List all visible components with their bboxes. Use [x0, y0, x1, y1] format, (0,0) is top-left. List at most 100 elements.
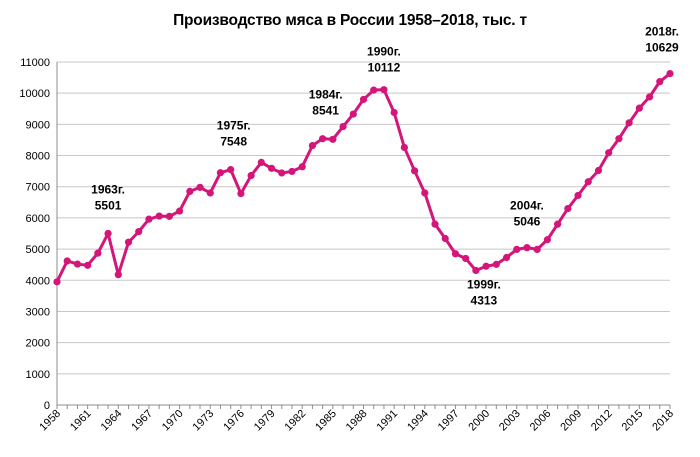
data-point [339, 122, 347, 131]
data-point [135, 228, 143, 236]
annotation-value: 10629 [645, 41, 679, 55]
annotation-year: 1975г. [217, 119, 251, 133]
data-point [431, 220, 439, 228]
y-tick-label: 8000 [26, 151, 50, 163]
data-point [502, 253, 511, 262]
x-tick-label: 1994 [405, 408, 431, 434]
chart-title: Производство мяса в России 1958–2018, ты… [173, 12, 527, 29]
data-point [145, 215, 153, 223]
data-point [584, 178, 592, 186]
data-point [359, 95, 368, 104]
x-tick-label: 1970 [160, 408, 186, 434]
data-point [176, 207, 184, 215]
x-tick-label: 1988 [344, 408, 370, 434]
data-point [574, 191, 582, 200]
annotation-year: 2004г. [510, 199, 544, 213]
y-tick-label: 9000 [26, 119, 50, 131]
data-point [513, 245, 521, 254]
annotation-year: 1963г. [91, 182, 125, 196]
data-point [165, 212, 173, 220]
x-tick-label: 1991 [374, 408, 400, 434]
data-point [462, 254, 470, 263]
data-point [523, 244, 531, 252]
data-point [441, 234, 449, 243]
data-point [421, 189, 429, 197]
data-point [605, 149, 613, 157]
annotation-year: 1984г. [309, 88, 343, 102]
data-point [451, 250, 460, 258]
data-point [94, 249, 102, 257]
data-point [278, 169, 286, 177]
data-point [625, 119, 633, 127]
data-point [482, 262, 490, 270]
annotation-year: 2018г. [645, 25, 679, 39]
data-point [155, 212, 163, 220]
data-point [533, 245, 541, 254]
data-point [63, 257, 71, 265]
data-point [227, 166, 235, 174]
y-tick-label: 5000 [26, 244, 50, 256]
data-point [308, 141, 317, 150]
annotations: 1963г. 5501 1975г. 7548 1984г. 8541 1990г. 1011… [91, 25, 679, 308]
x-tick-label: 1973 [191, 408, 217, 434]
data-point [104, 229, 112, 238]
data-point [53, 278, 61, 286]
annotation-value: 8541 [312, 104, 339, 118]
y-tick-label: 7000 [26, 182, 50, 194]
x-tick-label: 2000 [466, 408, 492, 434]
x-tick-label: 2003 [497, 408, 523, 434]
data-point [400, 143, 408, 152]
y-tick-label: 6000 [26, 213, 50, 225]
annotation-year: 1990г. [367, 45, 401, 59]
annotation-year: 1999г. [467, 278, 501, 292]
data-point [216, 169, 225, 177]
axes: 0 1000 2000 3000 4000 5000 6000 7000 8000 9000 100… [19, 57, 676, 433]
x-tick-label: 1964 [99, 408, 125, 434]
x-tick-label: 1967 [129, 408, 155, 434]
data-point [186, 187, 194, 196]
x-tick-label: 2015 [620, 408, 646, 434]
data-point [666, 69, 674, 78]
data-point [543, 236, 552, 244]
y-tick-label: 4000 [26, 275, 50, 287]
annotation-value: 10112 [368, 61, 401, 75]
data-point [329, 135, 337, 143]
data-point [257, 158, 265, 167]
data-point [370, 86, 378, 94]
y-tick-label: 2000 [26, 338, 50, 350]
x-tick-label: 1958 [37, 408, 63, 434]
y-tick-label: 10000 [19, 88, 50, 100]
gridlines [57, 61, 670, 375]
x-tick-label: 1979 [252, 408, 278, 434]
annotation-value: 5046 [514, 215, 541, 229]
y-tick-label: 1000 [26, 369, 50, 381]
y-tick-label: 3000 [26, 306, 50, 318]
data-point [390, 108, 398, 117]
data-point [380, 86, 388, 94]
data-point [247, 171, 255, 180]
data-point [237, 189, 245, 198]
annotation-value: 4313 [471, 294, 498, 308]
data-point [472, 266, 480, 275]
x-tick-label: 1976 [221, 408, 247, 434]
series-line [55, 72, 671, 283]
data-point [267, 164, 276, 172]
data-point [298, 163, 306, 171]
data-point [635, 104, 643, 112]
data-point [124, 238, 133, 246]
y-tick-label: 11000 [20, 57, 50, 69]
data-point [206, 189, 214, 197]
x-tick-label: 1997 [436, 408, 462, 434]
data-point [410, 167, 419, 175]
data-point [564, 204, 572, 213]
data-point [73, 260, 82, 268]
x-tick-label: 2018 [650, 408, 676, 434]
data-point [349, 110, 357, 118]
data-point [594, 166, 603, 175]
y-tick-label: 0 [44, 400, 50, 412]
annotation-value: 5501 [95, 198, 122, 212]
data-point [656, 78, 664, 86]
data-point [196, 183, 204, 191]
data-point [492, 260, 500, 268]
x-tick-label: 1961 [68, 408, 94, 434]
